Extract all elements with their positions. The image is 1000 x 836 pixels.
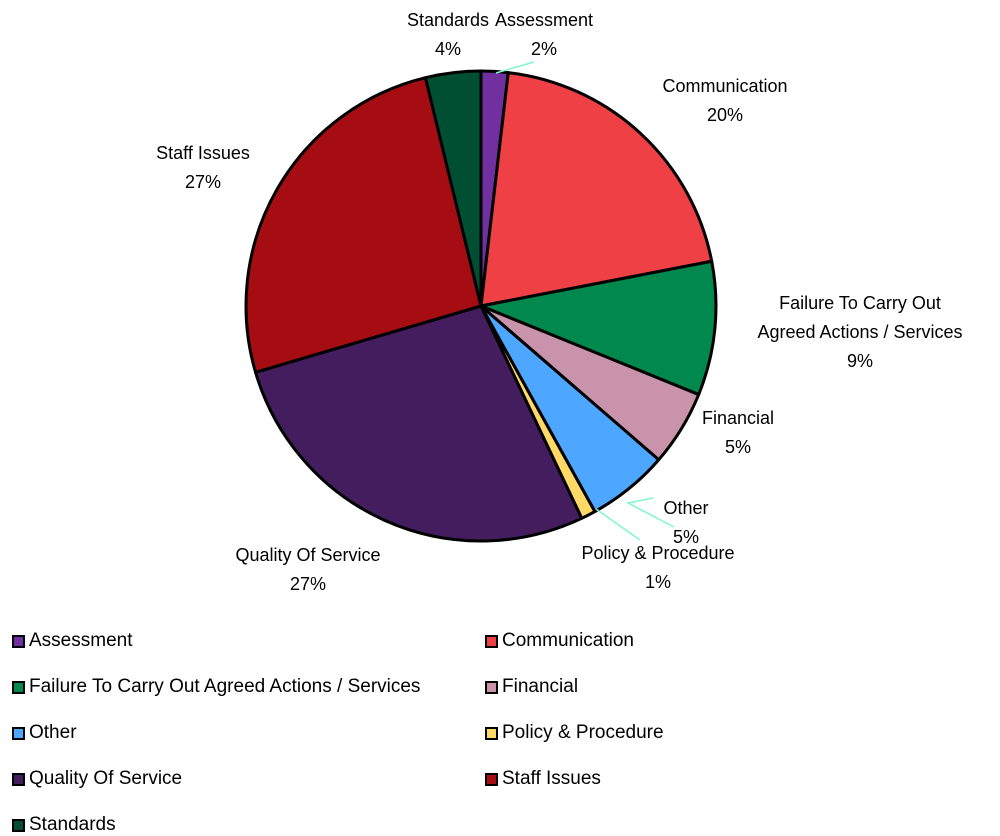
legend-item-communication: Communication: [485, 630, 634, 652]
legend-label: Standards: [29, 814, 116, 835]
data-label-other: Other 5%: [663, 498, 708, 547]
legend-swatch: [485, 680, 498, 694]
slice-staff-issues: [244, 76, 483, 374]
slice-communication: [479, 71, 714, 308]
data-label-communication: Communication 20%: [662, 76, 787, 125]
data-label-policy-procedure: Policy & Procedure 1%: [581, 543, 734, 592]
leader-line-assessment: [495, 61, 535, 74]
legend-label: Quality Of Service: [29, 768, 183, 789]
legend-swatch: [12, 772, 25, 786]
data-label-financial: Financial 5%: [702, 408, 774, 457]
slice-standards: [423, 69, 483, 308]
data-label-standards: Standards 4%: [407, 10, 489, 59]
legend-swatch: [12, 818, 25, 832]
pie-chart: Assessment 2% Communication 20% Failure To C…: [156, 10, 962, 594]
legend-item-assessment: Assessment: [12, 630, 132, 652]
legend-swatch: [12, 634, 25, 648]
legend-label: Policy & Procedure: [502, 722, 664, 743]
legend-item-policy-procedure: Policy & Procedure: [485, 722, 664, 744]
legend-label: Financial: [502, 676, 579, 697]
data-label-assessment: Assessment 2%: [495, 10, 593, 59]
legend-item-other: Other: [12, 722, 77, 744]
legend-item-financial: Financial: [485, 676, 578, 698]
data-label-staff-issues: Staff Issues 27%: [156, 143, 250, 192]
legend-swatch: [485, 772, 498, 786]
legend-swatch: [12, 680, 25, 694]
slice-failure-to-carry-out-agreed-actions-services: [479, 259, 718, 397]
leader-line-other: [625, 497, 675, 528]
data-label-failure-to-carry-out-agreed-actions-services: Failure To Carry Out Agreed Actions / Ser…: [757, 293, 962, 371]
legend-label: Communication: [502, 630, 634, 651]
data-label-quality-of-service: Quality Of Service 27%: [235, 545, 380, 594]
legend-item-standards: Standards: [12, 814, 116, 836]
legend-item-staff-issues: Staff Issues: [485, 768, 601, 790]
leader-lines: [495, 61, 675, 541]
legend-label: Staff Issues: [502, 768, 601, 789]
legend-swatch: [485, 634, 498, 648]
leader-line-policy-procedure: [595, 508, 641, 541]
legend-item-failure-to-carry-out-agreed-actions-services: Failure To Carry Out Agreed Actions / Se…: [12, 676, 420, 698]
legend-label: Assessment: [29, 630, 133, 651]
legend-item-quality-of-service: Quality Of Service: [12, 768, 182, 790]
legend-swatch: [485, 726, 498, 740]
slice-quality-of-service: [254, 304, 584, 543]
slice-labels: Assessment 2% Communication 20% Failure To C…: [156, 10, 962, 594]
legend-label: Failure To Carry Out Agreed Actions / Se…: [29, 676, 421, 697]
pie-slices: [244, 69, 718, 543]
legend-label: Other: [29, 722, 77, 743]
legend-swatch: [12, 726, 25, 740]
